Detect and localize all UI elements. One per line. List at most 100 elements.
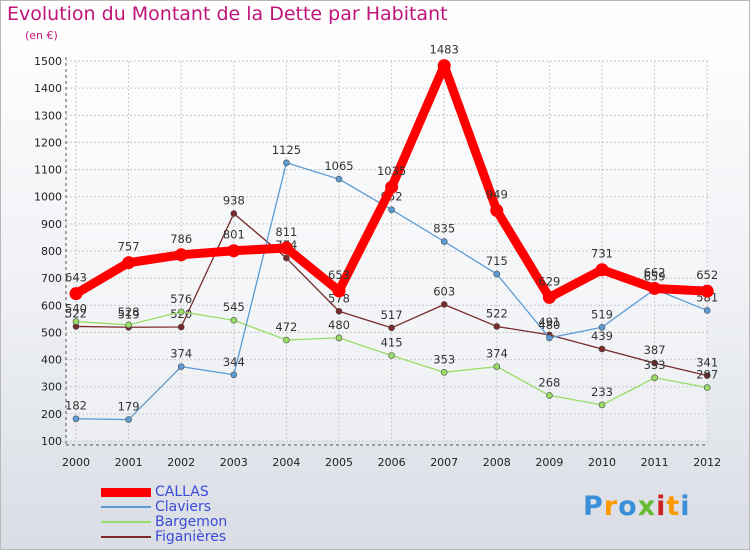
- logo-letter: P: [583, 491, 604, 522]
- data-label: 629: [538, 274, 560, 288]
- data-label: 578: [328, 291, 350, 305]
- data-point: [332, 284, 346, 298]
- data-label: 472: [275, 320, 297, 334]
- data-label: 387: [644, 343, 666, 357]
- y-tick-label: 1400: [34, 82, 62, 95]
- data-point: [546, 334, 553, 342]
- data-label: 491: [538, 315, 560, 329]
- data-label: 653: [328, 268, 350, 282]
- chart-title: Evolution du Montant de la Dette par Hab…: [7, 3, 448, 25]
- y-tick-label: 200: [41, 408, 62, 421]
- y-tick-label: 700: [41, 272, 62, 285]
- data-label: 540: [65, 302, 87, 316]
- data-point: [335, 334, 343, 342]
- data-label: 353: [433, 352, 455, 366]
- data-label: 519: [118, 307, 140, 321]
- data-point: [651, 374, 658, 382]
- data-label: 731: [591, 247, 613, 261]
- data-label: 182: [65, 399, 87, 413]
- data-point: [230, 316, 238, 324]
- data-label: 1483: [430, 43, 459, 57]
- chart-unit: (en €): [25, 29, 58, 42]
- x-tick-label: 2010: [588, 456, 616, 469]
- data-point: [174, 248, 188, 262]
- data-point: [490, 204, 504, 218]
- data-point: [177, 308, 185, 316]
- logo-letter: x: [637, 491, 657, 522]
- data-label: 268: [538, 375, 560, 389]
- logo-letter: t: [666, 491, 681, 522]
- legend-label: CALLAS: [155, 484, 209, 500]
- data-point: [388, 324, 395, 332]
- data-point: [595, 263, 609, 277]
- data-label: 715: [486, 254, 508, 268]
- data-label: 519: [591, 307, 613, 321]
- data-label: 949: [486, 188, 508, 202]
- legend-swatch: [101, 506, 151, 508]
- data-label: 757: [118, 240, 140, 254]
- data-point: [125, 416, 132, 423]
- y-tick-label: 300: [41, 381, 62, 394]
- y-tick-label: 800: [41, 245, 62, 258]
- data-label: 439: [591, 329, 613, 343]
- data-point: [177, 363, 185, 370]
- data-point: [335, 307, 343, 315]
- data-point: [437, 59, 451, 73]
- data-label: 835: [433, 222, 455, 236]
- data-point: [700, 284, 714, 298]
- y-tick-label: 1000: [34, 191, 62, 204]
- data-label: 801: [223, 228, 245, 242]
- y-tick-label: 400: [41, 354, 62, 367]
- data-point: [703, 372, 711, 379]
- x-tick-label: 2001: [115, 456, 143, 469]
- y-tick-label: 500: [41, 326, 62, 339]
- data-point: [227, 244, 241, 258]
- data-point: [651, 359, 658, 367]
- data-label: 1065: [324, 159, 353, 173]
- x-tick-label: 2000: [62, 456, 90, 469]
- data-point: [542, 290, 556, 304]
- data-label: 576: [170, 292, 192, 306]
- data-point: [122, 256, 136, 270]
- data-label: 374: [486, 347, 508, 361]
- data-point: [230, 371, 238, 379]
- y-tick-label: 1200: [34, 136, 62, 149]
- data-point: [703, 307, 711, 314]
- data-point: [230, 210, 238, 217]
- data-point: [493, 363, 501, 370]
- data-label: 344: [223, 355, 245, 369]
- data-label: 1035: [377, 164, 406, 178]
- data-label: 233: [591, 385, 613, 399]
- data-point: [598, 345, 606, 353]
- data-point: [177, 323, 185, 331]
- data-label: 480: [538, 318, 560, 332]
- data-point: [72, 318, 80, 325]
- data-label: 652: [696, 268, 718, 282]
- data-label: 522: [65, 306, 87, 320]
- data-label: 333: [644, 358, 666, 372]
- data-point: [493, 270, 501, 278]
- data-point: [598, 323, 606, 331]
- data-label: 297: [696, 368, 718, 382]
- y-tick-label: 1300: [34, 109, 62, 122]
- data-point: [72, 415, 80, 423]
- logo-letter: i: [656, 491, 667, 522]
- data-label: 643: [65, 271, 87, 285]
- y-tick-label: 600: [41, 299, 62, 312]
- data-label: 811: [275, 225, 297, 239]
- legend-swatch: [101, 521, 151, 523]
- data-label: 1125: [272, 143, 301, 157]
- x-tick-label: 2007: [430, 456, 458, 469]
- data-label: 415: [381, 336, 403, 350]
- data-point: [283, 159, 290, 167]
- x-tick-label: 2006: [378, 456, 406, 469]
- legend-label: Claviers: [155, 499, 212, 515]
- data-label: 659: [644, 269, 666, 283]
- x-tick-label: 2011: [641, 456, 669, 469]
- x-tick-label: 2003: [220, 456, 248, 469]
- legend-swatch: [101, 488, 151, 497]
- data-point: [388, 352, 395, 359]
- data-label: 786: [170, 232, 192, 246]
